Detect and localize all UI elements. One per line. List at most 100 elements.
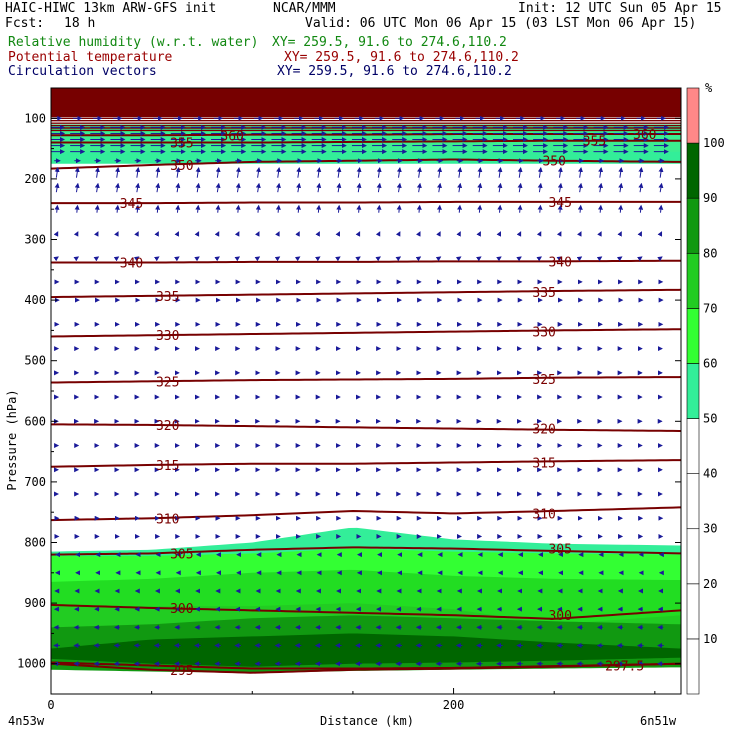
vector-arrow [274, 256, 281, 262]
vector-arrow [476, 231, 481, 237]
vector-arrow [578, 166, 583, 178]
colorbar-label: 80 [703, 246, 717, 260]
vector-arrow [496, 256, 502, 262]
vector-arrow [375, 231, 381, 237]
vector-arrow [93, 256, 100, 262]
vector-arrow [638, 204, 644, 213]
vector-arrow [356, 166, 362, 178]
theta-contour-360 [51, 133, 681, 137]
vector-arrow [436, 231, 441, 237]
vector-arrow [436, 204, 442, 213]
colorbar-label: 100 [703, 136, 725, 150]
vector-arrow [638, 166, 644, 178]
vector-arrow [476, 256, 482, 262]
colorbar-swatch [686, 308, 700, 364]
theta-contour-label: 297.5 [605, 660, 644, 675]
vector-arrow [94, 166, 100, 178]
vector-arrow [255, 204, 261, 213]
theta-contour-325 [51, 376, 681, 384]
vector-arrow [577, 182, 583, 193]
theta-contour-label: 345 [120, 197, 143, 212]
vector-arrow [617, 231, 622, 237]
vector-arrow [135, 204, 140, 213]
vector-arrow [537, 204, 543, 213]
vector-arrow [295, 231, 300, 237]
vector-arrow [556, 256, 563, 262]
vector-arrow [155, 182, 161, 193]
vector-arrow [435, 256, 442, 262]
theta-contour-label: 330 [532, 326, 555, 341]
vector-arrow [74, 204, 80, 213]
vector-arrow [415, 256, 422, 262]
vector-arrow [254, 231, 260, 237]
theta-contour-label: 325 [156, 375, 179, 390]
y-tick-label: 200 [24, 172, 46, 186]
vector-arrow [416, 231, 421, 237]
theta-contour-label: 320 [532, 423, 555, 438]
vector-arrow [536, 231, 542, 237]
vector-arrow [497, 182, 503, 193]
vector-arrow [93, 231, 99, 237]
colorbar-swatch [686, 528, 700, 585]
x-axis-label: Distance (km) [320, 714, 414, 728]
vector-arrow [53, 231, 59, 237]
colorbar-swatch [686, 142, 700, 199]
theta-contour-335 [51, 288, 681, 299]
field-rh-xy: XY= 259.5, 91.6 to 274.6,110.2 [272, 35, 507, 50]
vector-arrow [316, 204, 322, 213]
vector-arrow [336, 204, 342, 213]
vector-arrow [517, 182, 523, 193]
y-tick-label: 700 [24, 475, 46, 489]
vector-arrow [616, 256, 623, 262]
vector-arrow [214, 256, 220, 262]
colorbar-swatch [686, 197, 700, 254]
vector-arrow [74, 182, 80, 193]
y-tick-label: 500 [24, 354, 46, 368]
vector-arrow [115, 166, 121, 178]
vector-arrow [396, 204, 402, 213]
vector-arrow [114, 204, 120, 213]
colorbar-swatch [686, 363, 700, 419]
colorbar-label: 20 [703, 577, 717, 591]
y-tick-label: 1000 [17, 657, 46, 671]
vector-arrow [597, 231, 602, 237]
colorbar-label: 30 [703, 522, 717, 536]
colorbar-label: 90 [703, 191, 717, 205]
valid-time: Valid: 06 UTC Mon 06 Apr 15 (03 LST Mon … [305, 16, 697, 31]
x-end-label-left: 4n53w [8, 714, 45, 728]
vector-arrow [395, 231, 401, 237]
vector-arrow [195, 204, 201, 213]
vector-arrow [657, 231, 663, 237]
theta-contour-label: 310 [532, 507, 555, 522]
vector-arrow [194, 256, 200, 262]
colorbar-label: 40 [703, 467, 717, 481]
vector-arrow [516, 231, 522, 237]
vector-arrow [456, 231, 461, 237]
vector-arrow [234, 256, 241, 262]
vector-arrow [296, 204, 302, 213]
theta-contour-label: 360 [220, 129, 243, 144]
vector-arrow [576, 256, 583, 262]
vector-arrow [396, 182, 402, 193]
field-vector-xy: XY= 259.5, 91.6 to 274.6,110.2 [277, 64, 512, 79]
vector-arrow [416, 204, 422, 213]
vector-arrow [598, 182, 603, 193]
vector-arrow [517, 166, 523, 178]
theta-dense-top-block [51, 88, 681, 118]
vector-arrow [598, 166, 604, 178]
vector-arrow [195, 166, 201, 178]
vector-arrow [416, 166, 422, 178]
vector-arrow [73, 256, 80, 262]
theta-contour-label: 315 [156, 459, 179, 474]
vector-arrow [455, 256, 462, 262]
init-time: Init: 12 UTC Sun 05 Apr 15 [518, 1, 722, 16]
vector-arrow [255, 182, 261, 193]
vector-arrow [134, 231, 139, 237]
field-vector-name: Circulation vectors [8, 64, 157, 79]
vector-arrow [396, 166, 402, 178]
vector-arrow [53, 256, 59, 262]
fcst-value: 18 h [64, 16, 96, 31]
vector-arrow [114, 231, 119, 237]
theta-contour-315 [51, 459, 681, 468]
